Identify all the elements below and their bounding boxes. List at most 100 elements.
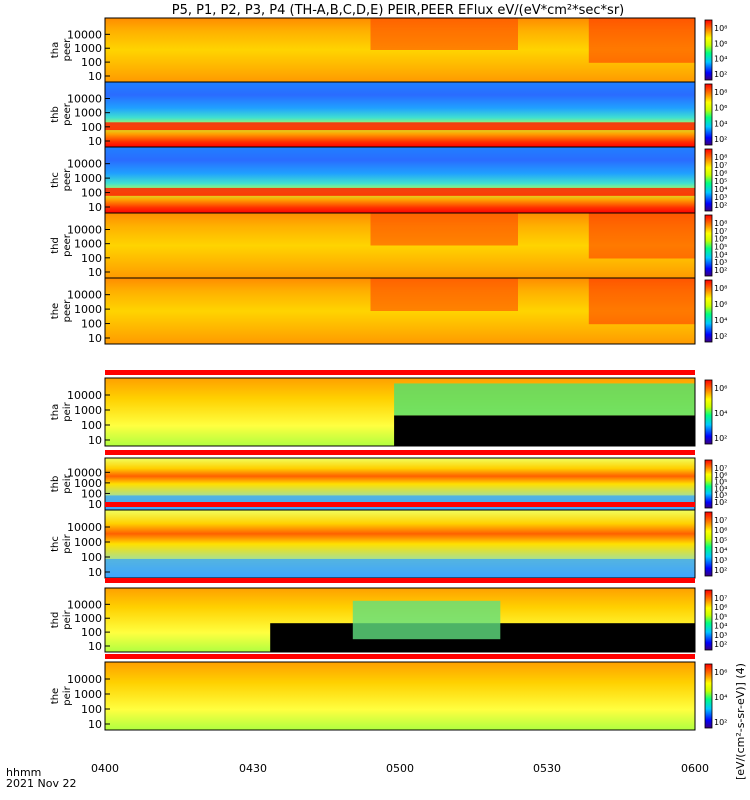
y-tick-label: 1000: [74, 536, 102, 549]
colorbar-tick-label: 10³: [714, 193, 727, 202]
y-tick-label: 10: [88, 640, 102, 653]
status-bar: [105, 450, 695, 455]
colorbar-tick-label: 10⁸: [714, 284, 727, 293]
colorbar: [704, 459, 713, 509]
colorbar: [704, 589, 713, 651]
colorbar-tick-label: 10²: [714, 498, 727, 507]
energy-band: [588, 278, 695, 325]
y-tick-label: 100: [81, 187, 102, 200]
y-tick-label: 100: [81, 703, 102, 716]
colorbar-tick-label: 10⁴: [714, 484, 727, 493]
panel-kind-label: peir: [62, 473, 73, 493]
colorbar-tick-label: 10⁴: [714, 622, 727, 631]
y-tick-label: 1000: [74, 477, 102, 490]
y-tick-label: 10: [88, 566, 102, 579]
panel-kind-label: peer: [62, 168, 73, 192]
y-tick-label: 10: [88, 332, 102, 345]
status-bar: [105, 654, 695, 659]
y-tick-label: 1000: [74, 303, 102, 316]
colorbar-tick-label: 10³: [714, 631, 727, 640]
y-tick-label: 100: [81, 487, 102, 500]
energy-band: [370, 213, 518, 246]
x-tick-label-4: 0600: [681, 762, 709, 775]
panel-probe-label: the: [50, 303, 61, 319]
data-gap: [394, 415, 695, 446]
colorbar: [704, 279, 713, 343]
colorbar-tick-label: 10⁶: [714, 235, 727, 244]
panel-frame: [104, 661, 696, 731]
panel-probe-label: thd: [50, 612, 61, 629]
y-tick-label: 10: [88, 434, 102, 447]
panel-kind-label: peer: [62, 102, 73, 126]
colorbar-tick-label: 10⁵: [714, 536, 727, 545]
colorbar-tick-label: 10⁴: [714, 316, 727, 325]
energy-band: [394, 383, 695, 416]
x-tick-label-2: 0500: [386, 762, 414, 775]
colorbar-tick-label: 10²: [714, 332, 727, 341]
colorbar-tick-label: 10²: [714, 201, 727, 210]
y-tick-label: 1000: [74, 688, 102, 701]
panel-kind-label: peir: [62, 401, 73, 421]
colorbar: [704, 379, 713, 445]
colorbar-tick-label: 10⁶: [714, 39, 727, 48]
panel-kind-label: peir: [62, 685, 73, 705]
y-tick-label: 10000: [67, 466, 102, 479]
colorbar-tick-label: 10⁴: [714, 250, 727, 259]
y-tick-label: 1000: [74, 612, 102, 625]
colorbar-tick-label: 10⁸: [714, 219, 727, 228]
colorbar-label: [eV/(cm²-s-sr-eV)] (4): [734, 663, 747, 780]
colorbar-tick-label: 10⁶: [714, 603, 727, 612]
y-tick-label: 100: [81, 56, 102, 69]
colorbar-tick-label: 10⁷: [714, 516, 727, 525]
x-tick-label-0: 0400: [91, 762, 119, 775]
x-tick-label-3: 0530: [533, 762, 561, 775]
spectrogram-image: [105, 82, 695, 147]
low-energy-noise: [105, 558, 695, 578]
y-tick-label: 10000: [67, 673, 102, 686]
y-tick-label: 10000: [67, 224, 102, 237]
colorbar-tick-label: 10⁶: [714, 384, 727, 393]
colorbar-tick-label: 10²: [714, 135, 727, 144]
panel-kind-label: peir: [62, 533, 73, 553]
panel-kind-label: peer: [62, 38, 73, 62]
colorbar-tick-label: 10²: [714, 718, 727, 727]
colorbar-tick-label: 10⁶: [714, 104, 727, 113]
colorbar: [704, 19, 713, 81]
panel-probe-label: the: [50, 688, 61, 704]
colorbar-tick-label: 10⁵: [714, 612, 727, 621]
y-tick-label: 10000: [67, 389, 102, 402]
energy-band: [588, 213, 695, 259]
colorbar-tick-label: 10⁷: [714, 227, 727, 236]
y-tick-label: 10000: [67, 521, 102, 534]
colorbar-tick-label: 10⁶: [714, 300, 727, 309]
colorbar-tick-label: 10⁴: [714, 546, 727, 555]
panel-probe-label: tha: [50, 42, 61, 58]
colorbar-tick-label: 10⁵: [714, 243, 727, 252]
y-tick-label: 10000: [67, 28, 102, 41]
colorbar-tick-label: 10⁴: [714, 409, 727, 418]
colorbar-tick-label: 10⁴: [714, 693, 727, 702]
x-tick-label-1: 0430: [239, 762, 267, 775]
y-tick-label: 10000: [67, 598, 102, 611]
y-tick-label: 100: [81, 318, 102, 331]
status-bar: [105, 370, 695, 375]
panel-kind-label: peir: [62, 609, 73, 629]
colorbar-tick-label: 10⁷: [714, 161, 727, 170]
panel-probe-label: thc: [50, 536, 61, 552]
status-bar: [105, 502, 695, 507]
colorbar-tick-label: 10⁸: [714, 24, 727, 33]
y-tick-label: 10000: [67, 158, 102, 171]
colorbar-tick-label: 10³: [714, 556, 727, 565]
y-tick-label: 1000: [74, 404, 102, 417]
colorbar-tick-label: 10⁶: [714, 169, 727, 178]
colorbar-tick-label: 10⁶: [714, 526, 727, 535]
status-bar: [105, 578, 695, 583]
y-tick-label: 10: [88, 266, 102, 279]
panel-frame: [104, 377, 696, 447]
